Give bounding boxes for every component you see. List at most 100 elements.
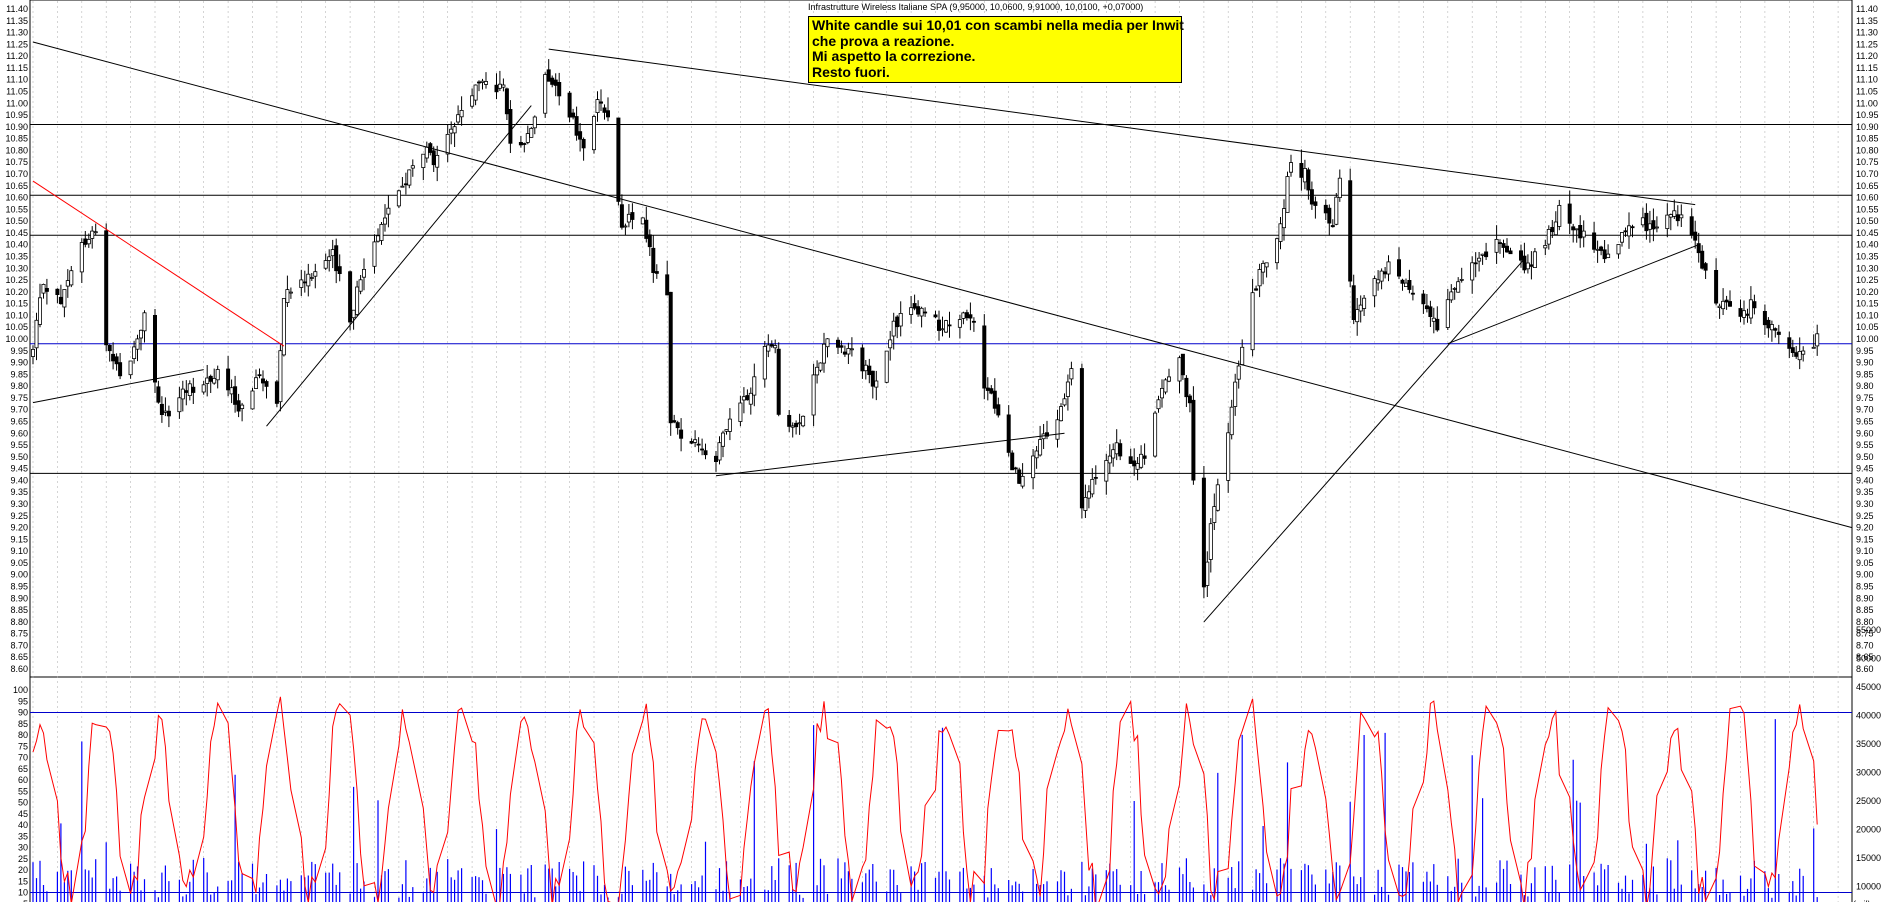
- candle-body: [992, 390, 997, 409]
- candle-body: [1205, 561, 1210, 586]
- candle-body: [818, 362, 823, 371]
- price-tick-label-right: 9.70: [1856, 405, 1874, 415]
- price-tick-label-right: 10.70: [1856, 169, 1879, 179]
- candle-body: [104, 230, 109, 346]
- price-tick-label-right: 10.80: [1856, 145, 1879, 155]
- candle-body: [274, 381, 279, 404]
- oscillator-tick-label: 45: [18, 809, 28, 819]
- candle-body: [1264, 262, 1269, 268]
- trendlines: [32, 41, 1853, 623]
- price-tick-label-right: 8.75: [1856, 629, 1874, 639]
- price-tick-label-right: 10.30: [1856, 263, 1879, 273]
- oscillator-panel-frame: [29, 676, 1853, 907]
- volume-tick-label: 40000: [1856, 711, 1881, 721]
- candle-body: [1261, 262, 1266, 273]
- price-tick-label-left: 11.25: [6, 39, 28, 49]
- candle-body: [724, 429, 729, 432]
- candle-body: [525, 133, 530, 143]
- candle-body: [494, 84, 499, 93]
- candle-body: [1428, 306, 1433, 317]
- candle-body: [421, 153, 426, 168]
- candle-body: [288, 291, 293, 294]
- candle-body: [330, 249, 335, 257]
- candle-body: [386, 207, 391, 215]
- price-tick-label-left: 10.95: [5, 110, 28, 120]
- candle-body: [787, 414, 792, 427]
- candle-body: [30, 348, 35, 357]
- candle-body: [187, 383, 192, 396]
- candle-body: [1038, 439, 1043, 456]
- candle-body: [738, 402, 743, 422]
- candle-body: [1769, 324, 1774, 331]
- candle-body: [1508, 250, 1513, 255]
- oscillator-tick-label: 85: [18, 719, 28, 729]
- candle-body: [675, 422, 680, 429]
- candle-body: [1020, 475, 1025, 487]
- price-tick-label-left: 10.75: [5, 157, 28, 167]
- price-tick-label-right: 11.20: [1856, 51, 1878, 61]
- candle-body: [1543, 244, 1548, 249]
- price-tick-label-left: 10.90: [5, 122, 28, 132]
- candle-body: [355, 286, 360, 315]
- candle-body: [1435, 318, 1440, 331]
- price-tick-label-left: 10.55: [5, 204, 28, 214]
- candle-body: [518, 141, 523, 146]
- price-tick-label-left: 9.35: [10, 487, 28, 497]
- candle-body: [58, 296, 63, 305]
- candle-body: [1302, 167, 1307, 183]
- candle-body: [543, 74, 548, 114]
- price-tick-label-left: 10.40: [5, 240, 28, 250]
- candle-body: [846, 348, 851, 355]
- candle-body: [1135, 463, 1140, 470]
- price-tick-label-left: 10.45: [5, 228, 28, 238]
- candle-body: [748, 392, 753, 405]
- candle-body: [1484, 251, 1489, 258]
- price-tick-label-right: 8.60: [1856, 664, 1874, 674]
- candle-body: [654, 271, 659, 274]
- candle-body: [83, 238, 88, 245]
- candle-body: [546, 69, 551, 82]
- candle-body: [1452, 287, 1457, 290]
- oscillator-tick-label: 100: [13, 685, 28, 695]
- candle-body: [1309, 189, 1314, 205]
- price-tick-label-right: 10.60: [1856, 193, 1879, 203]
- candle-body: [1581, 230, 1586, 238]
- candle-body: [849, 348, 854, 351]
- candle-body: [1602, 249, 1607, 260]
- candle-body: [327, 256, 332, 261]
- candle-body: [236, 400, 241, 412]
- price-tick-label-left: 10.00: [5, 334, 28, 344]
- price-tick-label-left: 9.00: [10, 570, 28, 580]
- candle-body: [644, 219, 649, 239]
- candle-body: [1738, 308, 1743, 317]
- candle-body: [602, 107, 607, 113]
- candle-body: [522, 143, 527, 145]
- candle-body: [1330, 225, 1335, 228]
- candle-body: [1459, 278, 1464, 281]
- candle-body: [431, 150, 436, 166]
- candle-body: [1776, 331, 1781, 335]
- candle-body: [313, 271, 318, 277]
- price-tick-label-right: 11.35: [1856, 16, 1878, 26]
- price-tick-label-right: 10.75: [1856, 157, 1879, 167]
- candle-body: [135, 338, 140, 350]
- candle-body: [703, 450, 708, 456]
- candle-body: [253, 377, 258, 389]
- candle-body: [302, 281, 307, 284]
- candle-body: [337, 266, 342, 275]
- candle-body: [508, 109, 513, 144]
- candle-body: [1383, 271, 1388, 275]
- candle-body: [752, 376, 757, 396]
- candle-body: [1801, 350, 1806, 355]
- price-tick-label-left: 9.30: [10, 499, 28, 509]
- volume-tick-label: 20000: [1856, 825, 1881, 835]
- candle-body: [1498, 242, 1503, 245]
- candle-body: [727, 418, 732, 432]
- price-tick-label-left: 9.75: [10, 393, 28, 403]
- candle-body: [1480, 253, 1485, 256]
- candle-body: [790, 425, 795, 428]
- candle-body: [1257, 269, 1262, 287]
- candle-body: [90, 230, 95, 239]
- candle-body: [1139, 453, 1144, 468]
- candle-body: [1215, 484, 1220, 511]
